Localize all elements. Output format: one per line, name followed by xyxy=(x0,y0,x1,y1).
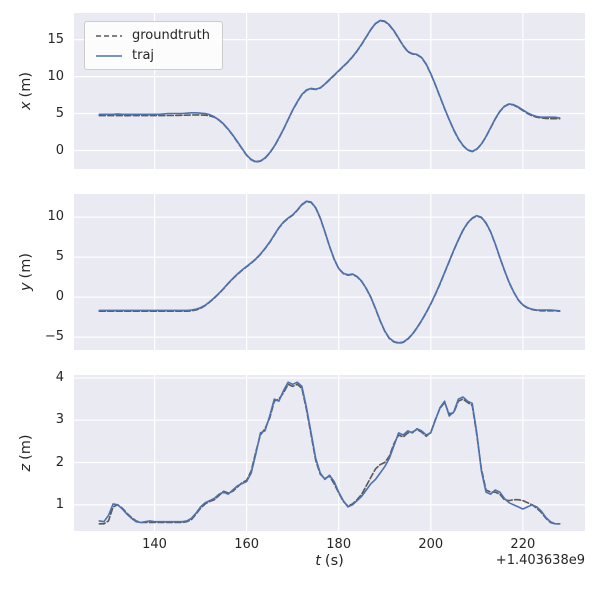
x-tick-label: 180 xyxy=(326,537,352,552)
y-tick-label: 3 xyxy=(55,412,64,428)
legend-label: traj xyxy=(132,48,155,63)
y-tick-label: 2 xyxy=(55,454,64,470)
dashed-line-icon xyxy=(96,34,122,37)
x-tick-label: 220 xyxy=(510,537,536,552)
subplot-z: z(m) 1 2 3 4 140 160 180 200 220 xyxy=(0,370,600,575)
axes-background xyxy=(74,375,585,531)
y-tick-label: 10 xyxy=(47,209,64,225)
y-tick-label: 5 xyxy=(55,105,64,121)
y-tick-label: 5 xyxy=(55,249,64,265)
y-tick-label: 0 xyxy=(55,289,64,305)
y-tick-label: 15 xyxy=(47,31,64,47)
solid-line-icon xyxy=(96,54,122,57)
subplot-z-canvas xyxy=(74,375,585,531)
traj-line xyxy=(98,19,561,163)
x-tick-label: 140 xyxy=(142,537,167,552)
axes-background xyxy=(74,194,585,350)
traj-line xyxy=(98,381,561,525)
legend-entry-traj: traj xyxy=(94,48,210,63)
axis-offset-text: +1.403638e9 xyxy=(495,553,585,568)
traj-line xyxy=(98,200,561,344)
x-tick-label: 200 xyxy=(418,537,444,552)
subplot-y: y(m) −5 0 5 10 xyxy=(0,194,600,350)
y-tick-label: 4 xyxy=(55,369,64,385)
x-axis-label: t (s) xyxy=(315,553,344,569)
legend: groundtruth traj xyxy=(84,21,224,70)
legend-entry-groundtruth: groundtruth xyxy=(94,28,210,43)
subplot-y-canvas xyxy=(74,194,585,350)
y-tick-label: 1 xyxy=(55,496,64,512)
y-tick-label: 10 xyxy=(47,68,64,84)
x-tick-label: 160 xyxy=(234,537,260,552)
y-tick-label: −5 xyxy=(44,329,64,345)
y-tick-label: 0 xyxy=(55,142,64,158)
legend-label: groundtruth xyxy=(132,28,211,43)
subplot-x: x(m) groundtruth traj 0 5 10 15 xyxy=(0,13,600,169)
